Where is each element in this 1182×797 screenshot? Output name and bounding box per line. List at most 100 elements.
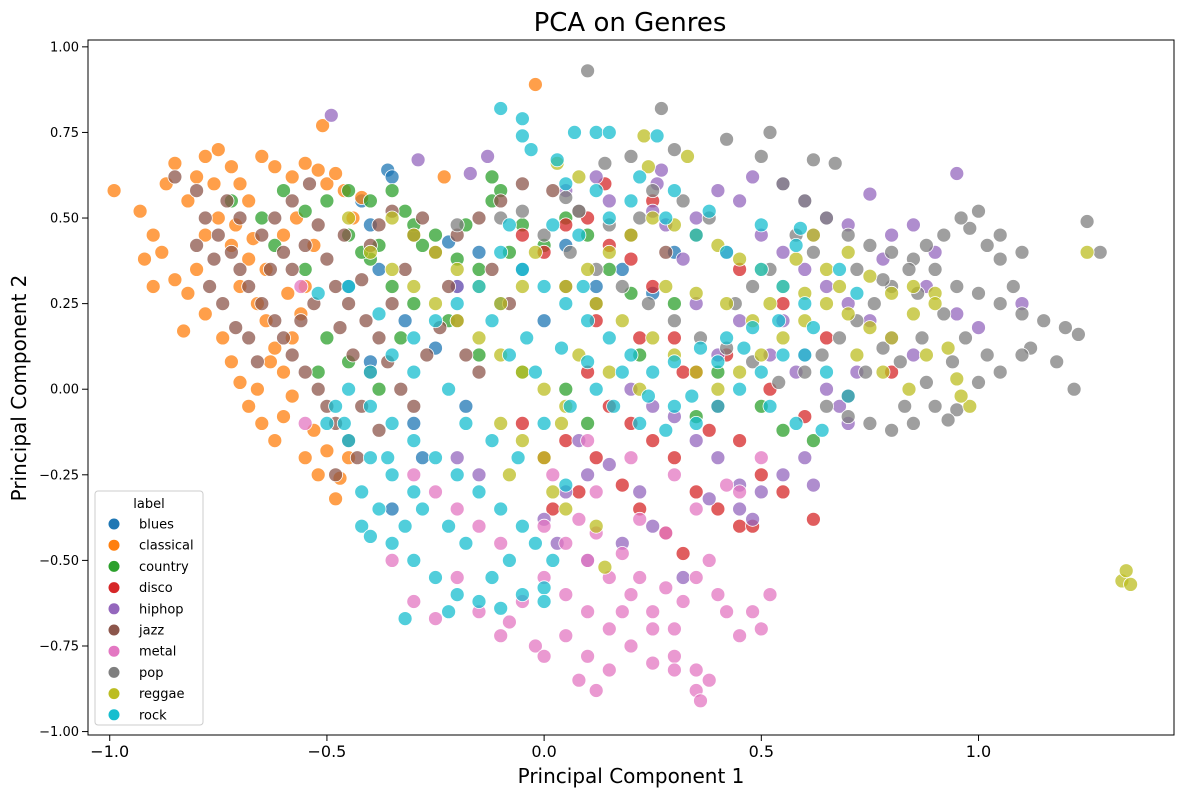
point-pop-11	[797, 193, 813, 209]
point-jazz-50	[345, 347, 361, 363]
point-pop-85	[771, 374, 787, 390]
point-pop-2	[762, 124, 778, 140]
point-reggae-79	[832, 279, 847, 294]
point-disco-7	[667, 330, 682, 346]
legend-box	[94, 490, 204, 726]
point-rock-102	[667, 183, 682, 199]
point-metal-47	[449, 501, 465, 517]
point-jazz-2	[197, 210, 213, 226]
point-reggae-51	[688, 364, 704, 380]
point-pop-21	[1014, 306, 1030, 322]
point-disco-0	[515, 227, 530, 243]
point-pop-15	[884, 244, 899, 260]
point-metal-41	[645, 621, 661, 637]
point-blues-9	[471, 244, 487, 260]
point-metal-23	[528, 638, 543, 654]
point-pop-45	[814, 347, 830, 363]
x-axis-label: Principal Component 1	[518, 764, 745, 788]
point-hiphop-38	[688, 433, 704, 449]
point-pop-13	[840, 227, 856, 243]
point-rock-35	[428, 313, 443, 329]
point-reggae-86	[384, 210, 400, 226]
point-classical-27	[241, 251, 257, 267]
point-jazz-36	[341, 296, 357, 312]
point-rock-89	[667, 354, 682, 370]
point-rock-34	[449, 296, 465, 312]
point-metal-51	[406, 594, 422, 609]
point-disco-25	[515, 415, 530, 431]
point-hiphop-66	[675, 251, 691, 267]
point-classical-37	[232, 374, 248, 390]
point-pop-20	[992, 296, 1008, 312]
point-rock-87	[614, 364, 630, 380]
point-metal-5	[645, 604, 661, 620]
point-classical-38	[241, 398, 257, 414]
point-hiphop-9	[732, 193, 747, 209]
point-metal-34	[745, 604, 760, 620]
point-hiphop-16	[884, 227, 899, 243]
point-reggae-4	[449, 313, 465, 329]
point-classical-44	[310, 467, 326, 483]
point-rock-122	[793, 220, 808, 236]
point-metal-59	[293, 279, 309, 294]
y-tick-label: −0.50	[39, 554, 79, 569]
point-reggae-37	[571, 169, 587, 185]
point-pop-71	[571, 203, 587, 219]
point-reggae-5	[471, 330, 487, 346]
point-reggae-0	[362, 244, 378, 260]
point-jazz-35	[328, 279, 344, 294]
point-disco-38	[571, 484, 587, 500]
point-rock-31	[515, 261, 530, 277]
series-classical	[106, 77, 543, 507]
point-classical-55	[315, 118, 331, 133]
point-reggae-76	[762, 296, 778, 312]
point-reggae-64	[515, 433, 530, 449]
legend-item-country: country	[108, 560, 189, 575]
point-metal-66	[732, 484, 747, 500]
point-metal-9	[580, 604, 595, 620]
point-hiphop-23	[819, 279, 834, 294]
point-jazz-54	[406, 398, 422, 414]
point-metal-12	[645, 655, 661, 671]
point-rock-75	[336, 415, 352, 431]
point-blues-20	[415, 450, 430, 466]
point-jazz-75	[189, 237, 205, 253]
point-rock-2	[567, 124, 582, 140]
point-reggae-58	[840, 244, 856, 260]
point-reggae-59	[862, 268, 878, 284]
point-pop-80	[641, 296, 656, 312]
point-rock-59	[493, 501, 509, 517]
point-hiphop-57	[732, 313, 747, 329]
point-metal-33	[732, 628, 747, 644]
point-jazz-10	[284, 347, 300, 363]
point-jazz-34	[319, 251, 335, 267]
point-hiphop-64	[701, 491, 717, 507]
point-jazz-61	[545, 183, 561, 199]
point-rock-78	[371, 306, 387, 322]
point-metal-36	[762, 587, 778, 602]
point-rock-12	[658, 210, 674, 226]
point-classical-52	[276, 227, 291, 243]
point-classical-62	[262, 354, 278, 370]
point-reggae-2	[406, 279, 422, 294]
y-tick-label: −1.00	[39, 725, 79, 740]
legend-marker	[108, 539, 120, 551]
point-hiphop-32	[797, 450, 813, 466]
point-rock-108	[484, 313, 500, 329]
point-rock-54	[515, 587, 530, 602]
legend-label: rock	[139, 708, 167, 723]
point-country-3	[297, 203, 313, 219]
point-reggae-30	[1079, 244, 1095, 260]
point-rock-70	[458, 535, 474, 551]
point-metal-61	[580, 433, 595, 449]
point-pop-89	[936, 306, 952, 322]
point-reggae-83	[919, 347, 934, 363]
legend-item-metal: metal	[108, 645, 176, 660]
point-classical-67	[280, 285, 296, 301]
point-pop-40	[901, 261, 917, 277]
point-classical-11	[241, 193, 257, 209]
point-rock-77	[341, 279, 357, 294]
point-metal-15	[558, 628, 574, 644]
point-disco-37	[614, 477, 630, 493]
point-jazz-8	[267, 313, 283, 329]
